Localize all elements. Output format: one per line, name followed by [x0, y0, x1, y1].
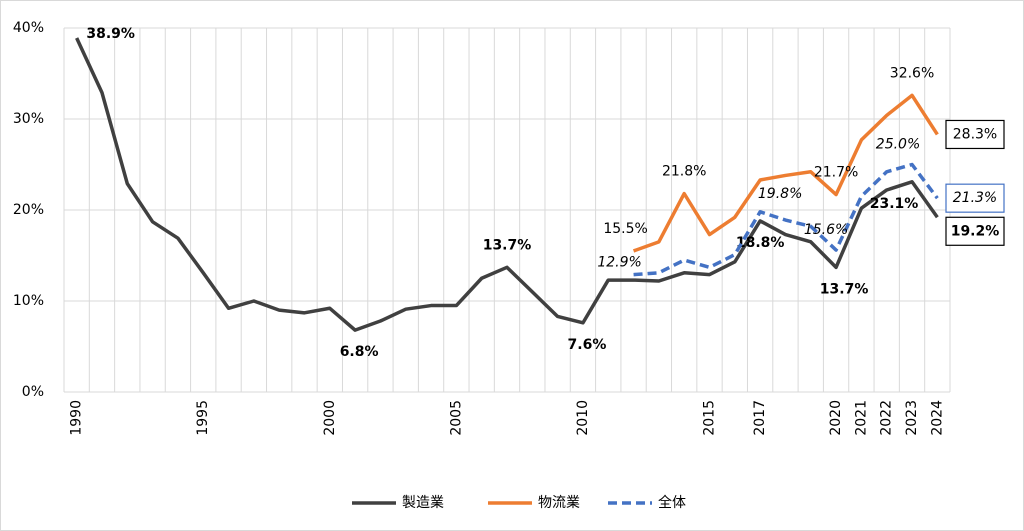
data-label: 19.8% — [758, 186, 802, 202]
x-tick-label: 2022 — [879, 400, 895, 436]
y-tick-label: 10% — [13, 293, 44, 309]
x-tick-label: 2021 — [853, 400, 869, 436]
x-tick-label: 2015 — [702, 400, 718, 436]
y-tick-label: 20% — [13, 202, 44, 218]
x-tick-label: 2023 — [904, 400, 920, 436]
label-box — [945, 119, 1005, 150]
data-label: 28.3% — [953, 126, 997, 142]
series-line — [633, 162, 939, 277]
x-tick-label: 2020 — [828, 400, 844, 436]
series-line — [75, 37, 939, 332]
x-tick-label: 2005 — [448, 400, 464, 436]
data-label: 15.5% — [603, 221, 647, 237]
x-tick-label: 2017 — [752, 400, 768, 436]
legend-label: 全体 — [658, 494, 686, 511]
data-label: 21.8% — [662, 164, 706, 180]
data-label: 32.6% — [890, 65, 934, 81]
x-tick-label: 1990 — [69, 400, 85, 436]
data-label: 23.1% — [870, 196, 919, 212]
x-tick-label: 2000 — [322, 400, 338, 436]
label-box — [945, 216, 1005, 246]
label-box — [945, 183, 1005, 213]
x-tick-label: 2010 — [575, 400, 591, 436]
data-label: 21.7% — [814, 165, 858, 181]
data-label: 13.7% — [820, 281, 869, 297]
y-tick-label: 0% — [22, 384, 44, 400]
data-label: 15.6% — [804, 222, 848, 238]
data-label: 19.2% — [951, 223, 1000, 239]
data-label: 18.8% — [736, 235, 785, 251]
data-label: 25.0% — [876, 137, 920, 153]
y-tick-label: 30% — [13, 111, 44, 127]
legend-label: 物流業 — [538, 495, 580, 511]
data-label: 21.3% — [953, 190, 997, 206]
x-tick-label: 1995 — [195, 400, 211, 436]
legend-label: 製造業 — [402, 495, 444, 511]
y-tick-label: 40% — [13, 20, 44, 36]
data-label: 12.9% — [597, 255, 641, 271]
data-label: 6.8% — [340, 344, 379, 360]
x-tick-label: 2024 — [929, 400, 945, 436]
data-label: 7.6% — [568, 337, 607, 353]
data-label: 38.9% — [86, 26, 135, 42]
series-line — [632, 93, 939, 253]
data-label: 13.7% — [483, 237, 532, 253]
